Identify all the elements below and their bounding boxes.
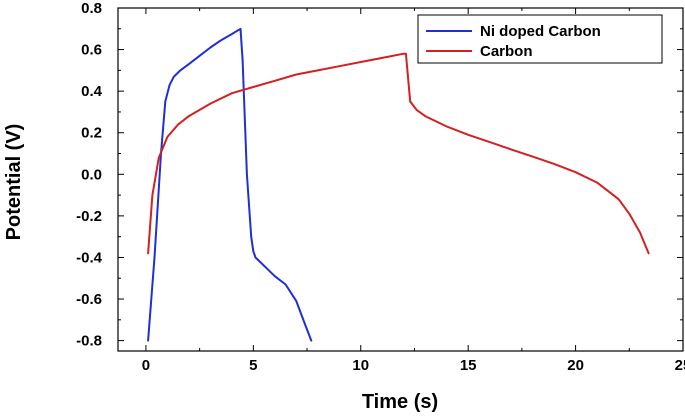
y-tick-label: -0.8 [76,333,102,350]
plot-frame [117,7,684,352]
y-tick-label: 0.0 [81,166,102,183]
y-axis-ticks: 0.8 0.6 0.4 0.2 0.0 -0.2 -0.4 -0.6 -0.8 [76,0,683,350]
y-axis-title: Potential (V) [3,124,25,241]
legend-box [417,14,663,64]
x-tick-label: 15 [460,357,477,374]
x-axis-ticks: 0 5 10 15 20 25 [142,8,685,374]
y-tick-label: 0.4 [81,83,103,100]
x-tick-label: 25 [675,357,685,374]
series-line-carbon [147,52,650,255]
x-tick-label: 20 [567,357,584,374]
legend-label-ni-doped-carbon: Ni doped Carbon [480,23,601,40]
y-tick-label: 0.6 [81,42,102,59]
y-tick-label: -0.4 [76,249,103,266]
y-tick-label: 0.2 [81,125,102,142]
legend: Ni doped Carbon Carbon [417,14,663,64]
x-axis-title: Time (s) [362,391,438,413]
y-tick-label: 0.8 [81,0,102,17]
y-tick-label: -0.6 [76,291,102,308]
legend-label-carbon: Carbon [480,43,533,60]
y-tick-label: -0.2 [76,208,102,225]
x-tick-label: 5 [249,357,257,374]
series-line-ni-doped-carbon [147,27,313,342]
series-layer [147,27,650,342]
x-tick-label: 10 [352,357,369,374]
x-tick-label: 0 [142,357,150,374]
